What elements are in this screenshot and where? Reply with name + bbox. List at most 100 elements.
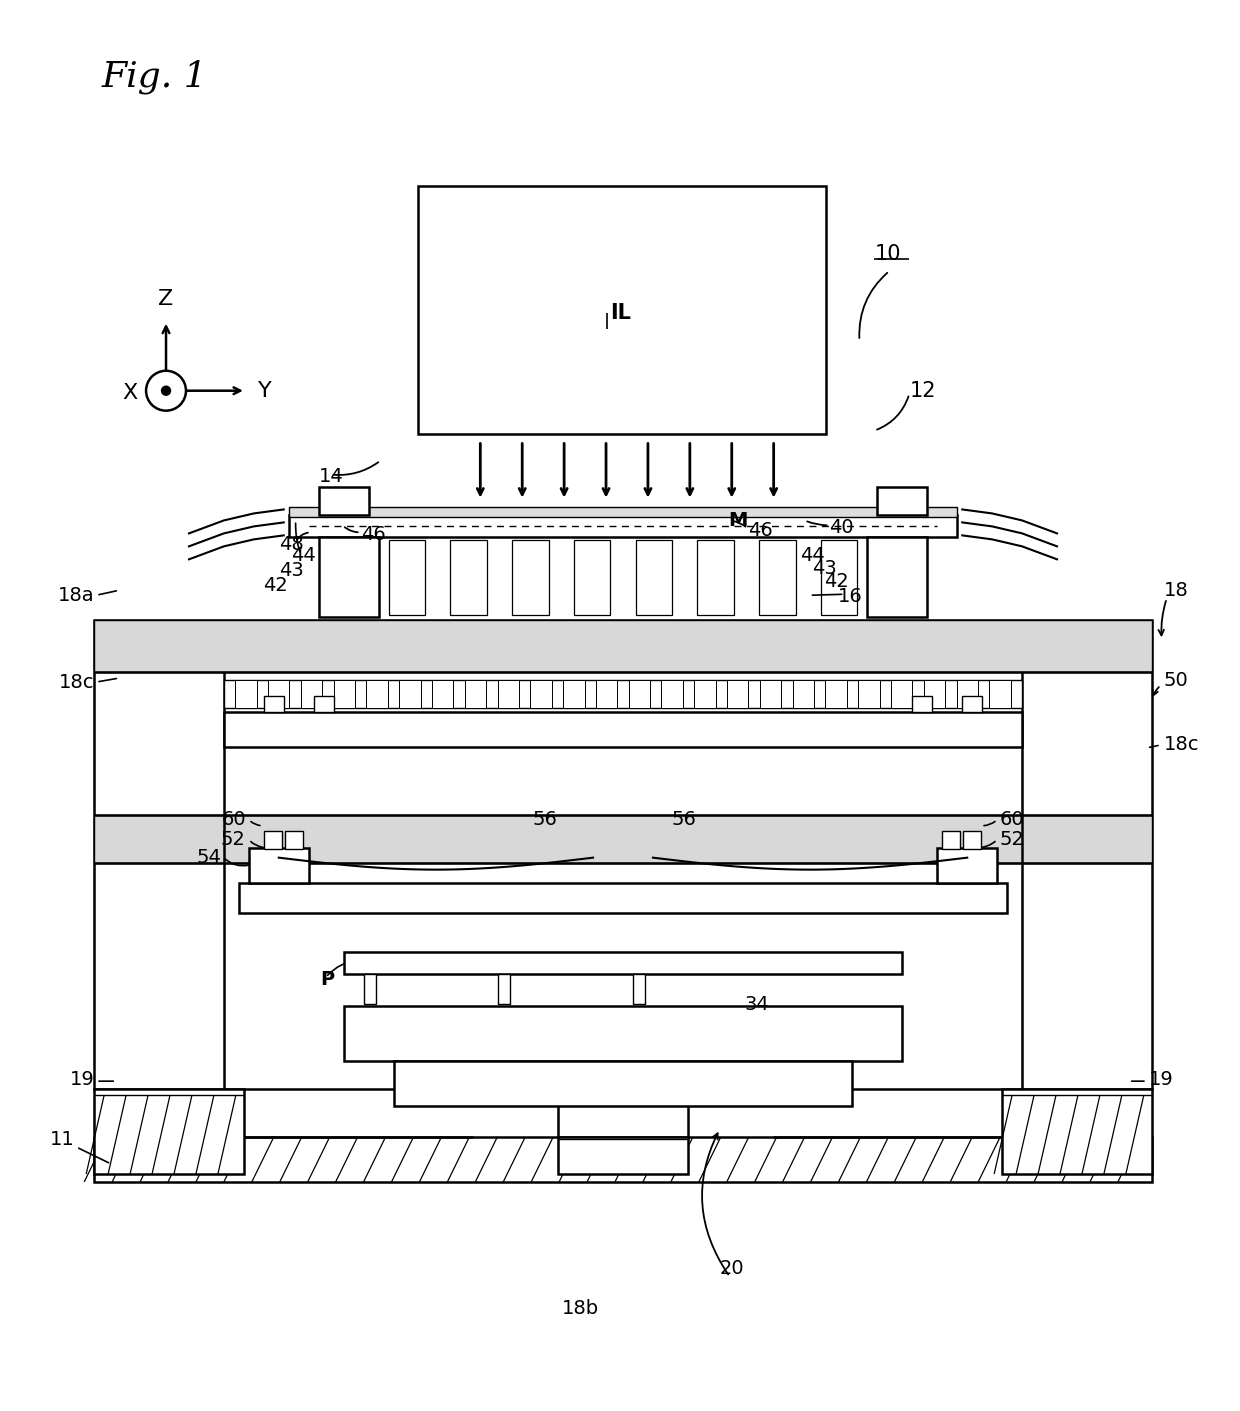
Text: 43: 43 xyxy=(279,560,304,580)
Bar xyxy=(399,680,420,708)
Bar xyxy=(94,1089,244,1174)
Text: IL: IL xyxy=(610,303,631,323)
Bar xyxy=(239,883,1007,913)
Text: 44: 44 xyxy=(800,546,825,564)
Text: 34: 34 xyxy=(745,995,770,1015)
Text: 18a: 18a xyxy=(57,586,94,605)
Bar xyxy=(727,680,749,708)
Circle shape xyxy=(161,387,171,395)
Bar xyxy=(418,186,826,433)
Bar xyxy=(956,680,978,708)
Bar xyxy=(94,621,1152,1089)
Bar xyxy=(942,831,960,848)
Bar xyxy=(363,975,376,1005)
Bar xyxy=(760,680,781,708)
Text: 54: 54 xyxy=(196,848,221,868)
Bar xyxy=(268,680,289,708)
Bar xyxy=(1002,1089,1152,1174)
Bar xyxy=(388,540,425,615)
Text: 40: 40 xyxy=(830,518,854,538)
Text: M: M xyxy=(728,511,748,531)
Bar xyxy=(224,680,1022,708)
Text: 12: 12 xyxy=(909,381,936,401)
Bar xyxy=(563,680,584,708)
Bar xyxy=(343,1006,903,1061)
Text: 50: 50 xyxy=(1164,670,1188,690)
Bar xyxy=(319,538,378,617)
Bar xyxy=(94,1137,1152,1182)
Bar xyxy=(465,680,486,708)
Text: 18b: 18b xyxy=(562,1300,599,1318)
Bar xyxy=(498,975,510,1005)
Text: 19: 19 xyxy=(69,1070,94,1089)
Bar xyxy=(858,680,879,708)
Bar xyxy=(94,814,1152,862)
Bar xyxy=(264,831,281,848)
Bar xyxy=(868,538,928,617)
Bar xyxy=(694,680,715,708)
Bar xyxy=(990,680,1011,708)
Text: 60: 60 xyxy=(221,810,246,830)
Text: 52: 52 xyxy=(221,830,246,849)
Text: 18: 18 xyxy=(1164,581,1188,600)
Bar xyxy=(697,540,734,615)
Bar xyxy=(558,1137,688,1174)
Text: 56: 56 xyxy=(532,810,557,830)
Bar xyxy=(962,696,982,713)
Text: 56: 56 xyxy=(672,810,697,830)
Bar xyxy=(94,621,1152,672)
Text: 11: 11 xyxy=(50,1130,74,1149)
Bar xyxy=(759,540,796,615)
Bar xyxy=(249,848,309,883)
Bar xyxy=(289,508,957,518)
Text: Z: Z xyxy=(159,289,174,309)
Bar xyxy=(924,680,945,708)
Text: P: P xyxy=(321,969,335,989)
Bar xyxy=(878,487,928,515)
Text: Fig. 1: Fig. 1 xyxy=(102,59,207,93)
Bar xyxy=(512,540,548,615)
Bar xyxy=(892,680,913,708)
Text: 10: 10 xyxy=(874,244,901,264)
Bar xyxy=(821,540,858,615)
Bar xyxy=(236,680,257,708)
Text: 18c: 18c xyxy=(58,673,94,691)
Bar xyxy=(450,540,487,615)
Text: 60: 60 xyxy=(999,810,1024,830)
Bar xyxy=(432,680,454,708)
Bar xyxy=(629,680,650,708)
Bar xyxy=(285,831,303,848)
Bar xyxy=(301,680,322,708)
Bar xyxy=(289,515,957,538)
Bar xyxy=(314,696,334,713)
Bar xyxy=(937,848,997,883)
Bar xyxy=(913,696,932,713)
Text: Y: Y xyxy=(258,381,272,401)
Bar xyxy=(264,696,284,713)
Text: 16: 16 xyxy=(837,587,862,605)
Circle shape xyxy=(146,371,186,411)
Bar xyxy=(632,975,645,1005)
Bar xyxy=(792,680,813,708)
Bar xyxy=(963,831,981,848)
Text: 42: 42 xyxy=(825,571,849,591)
Text: 14: 14 xyxy=(319,467,343,485)
Text: 44: 44 xyxy=(290,546,315,564)
Bar xyxy=(636,540,672,615)
Bar xyxy=(334,680,355,708)
Bar xyxy=(319,487,368,515)
Bar xyxy=(531,680,552,708)
Text: 48: 48 xyxy=(279,535,304,555)
Text: 46: 46 xyxy=(748,521,773,540)
Bar xyxy=(393,1061,852,1106)
Text: X: X xyxy=(123,382,138,402)
Text: 43: 43 xyxy=(811,559,836,579)
Bar xyxy=(661,680,683,708)
Bar xyxy=(596,680,618,708)
Text: 42: 42 xyxy=(263,576,288,595)
Bar xyxy=(224,713,1022,746)
Text: 46: 46 xyxy=(361,525,386,543)
Bar xyxy=(343,952,903,975)
Bar xyxy=(497,680,520,708)
Text: 52: 52 xyxy=(999,830,1024,849)
